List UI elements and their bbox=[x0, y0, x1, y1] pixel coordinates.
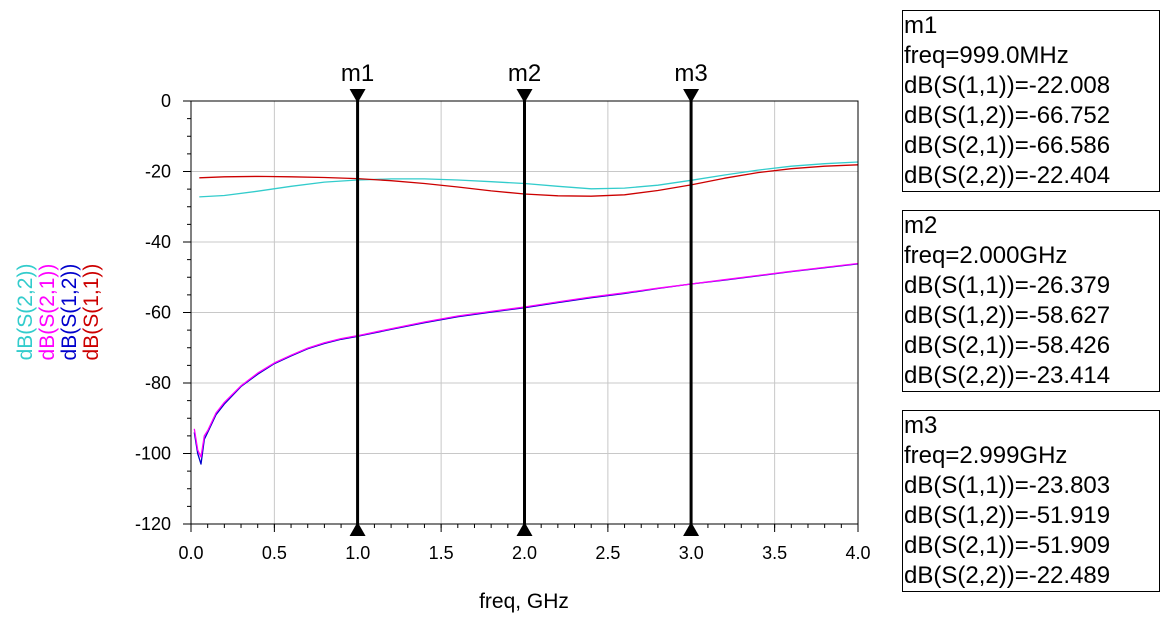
legend-entry: dB(S(2,1)) bbox=[36, 264, 59, 361]
x-tick-label: 2.5 bbox=[595, 543, 620, 563]
s-parameter-chart: 0.0 0.5 1.0 1.5 2.0 2.5 3.0 3.5 4.0 0 -20 -40 -60 -8… bbox=[14, 60, 871, 613]
legend: dB(S(2,2)) dB(S(2,1)) dB(S(1,2)) dB(S(1,1)) bbox=[14, 264, 103, 361]
x-tick-label: 1.5 bbox=[429, 543, 454, 563]
x-tick-label: 1.0 bbox=[345, 543, 370, 563]
marker-readout-line: dB(S(1,2))=-51.919 bbox=[904, 502, 1111, 529]
marker-top-triangle bbox=[349, 89, 366, 103]
y-tick-label: -60 bbox=[145, 303, 171, 323]
series-lines bbox=[193, 161, 859, 465]
y-tick-label: -120 bbox=[135, 514, 171, 534]
axis-ticks bbox=[183, 100, 859, 532]
y-tick-labels: 0 -20 -40 -60 -80 -100 -120 bbox=[135, 91, 171, 534]
x-tick-label: 2.0 bbox=[512, 543, 537, 563]
x-axis-label: freq, GHz bbox=[479, 590, 569, 613]
marker-top-triangle bbox=[683, 89, 700, 103]
y-tick-label: -40 bbox=[145, 232, 171, 252]
series-line-db-s-2-1 bbox=[193, 262, 859, 458]
x-tick-label: 0.0 bbox=[178, 543, 203, 563]
legend-entry: dB(S(2,2)) bbox=[14, 264, 37, 361]
marker-readout-line: dB(S(2,2))=-22.489 bbox=[904, 562, 1111, 589]
y-tick-label: -100 bbox=[135, 444, 171, 464]
x-tick-label: 3.0 bbox=[679, 543, 704, 563]
marker-readout-freq: freq=2.000GHz bbox=[904, 242, 1068, 269]
marker-readout-line: dB(S(2,1))=-58.426 bbox=[904, 332, 1111, 359]
x-tick-label: 3.5 bbox=[762, 543, 787, 563]
y-tick-label: -20 bbox=[145, 162, 171, 182]
marker-readout-line: dB(S(2,1))=-66.586 bbox=[904, 132, 1111, 159]
marker-readout-line: dB(S(2,1))=-51.909 bbox=[904, 532, 1111, 559]
series-line-db-s-1-2 bbox=[193, 263, 859, 465]
marker-readout-line: dB(S(2,2))=-22.404 bbox=[904, 162, 1111, 189]
marker-readout-line: dB(S(1,1))=-26.379 bbox=[904, 272, 1111, 299]
marker-top-triangle bbox=[516, 89, 533, 103]
x-tick-label: 0.5 bbox=[262, 543, 287, 563]
marker-readout-title: m3 bbox=[904, 412, 938, 439]
marker-readout-freq: freq=2.999GHz bbox=[904, 442, 1068, 469]
marker-lines: m1 m2 m3 bbox=[341, 60, 708, 536]
legend-entry: dB(S(1,2)) bbox=[58, 264, 81, 361]
marker-readout-title: m2 bbox=[904, 212, 938, 239]
marker-bottom-triangle bbox=[683, 522, 700, 536]
marker-readout-m2: m2 freq=2.000GHz dB(S(1,1))=-26.379 dB(S… bbox=[902, 210, 1160, 392]
marker-bottom-triangle bbox=[349, 522, 366, 536]
marker-label: m3 bbox=[674, 60, 707, 87]
marker-bottom-triangle bbox=[516, 522, 533, 536]
marker-readout-m1: m1 freq=999.0MHz dB(S(1,1))=-22.008 dB(S… bbox=[902, 10, 1160, 192]
marker-label: m2 bbox=[508, 60, 541, 87]
marker-readout-m3: m3 freq=2.999GHz dB(S(1,1))=-23.803 dB(S… bbox=[902, 410, 1160, 592]
y-tick-label: 0 bbox=[161, 91, 171, 111]
y-tick-label: -80 bbox=[145, 373, 171, 393]
x-tick-labels: 0.0 0.5 1.0 1.5 2.0 2.5 3.0 3.5 4.0 bbox=[178, 543, 870, 563]
marker-label: m1 bbox=[341, 60, 374, 87]
marker-readout-line: dB(S(1,2))=-66.752 bbox=[904, 102, 1111, 129]
marker-readout-line: dB(S(1,1))=-22.008 bbox=[904, 72, 1111, 99]
marker-readout-freq: freq=999.0MHz bbox=[904, 42, 1069, 69]
marker-readout-line: dB(S(2,2))=-23.414 bbox=[904, 362, 1111, 389]
marker-readout-title: m1 bbox=[904, 12, 938, 39]
x-tick-label: 4.0 bbox=[845, 543, 870, 563]
marker-readout-line: dB(S(1,2))=-58.627 bbox=[904, 302, 1111, 329]
legend-entry: dB(S(1,1)) bbox=[80, 264, 103, 361]
marker-readout-line: dB(S(1,1))=-23.803 bbox=[904, 472, 1111, 499]
series-line-db-s-2-2 bbox=[199, 161, 859, 198]
